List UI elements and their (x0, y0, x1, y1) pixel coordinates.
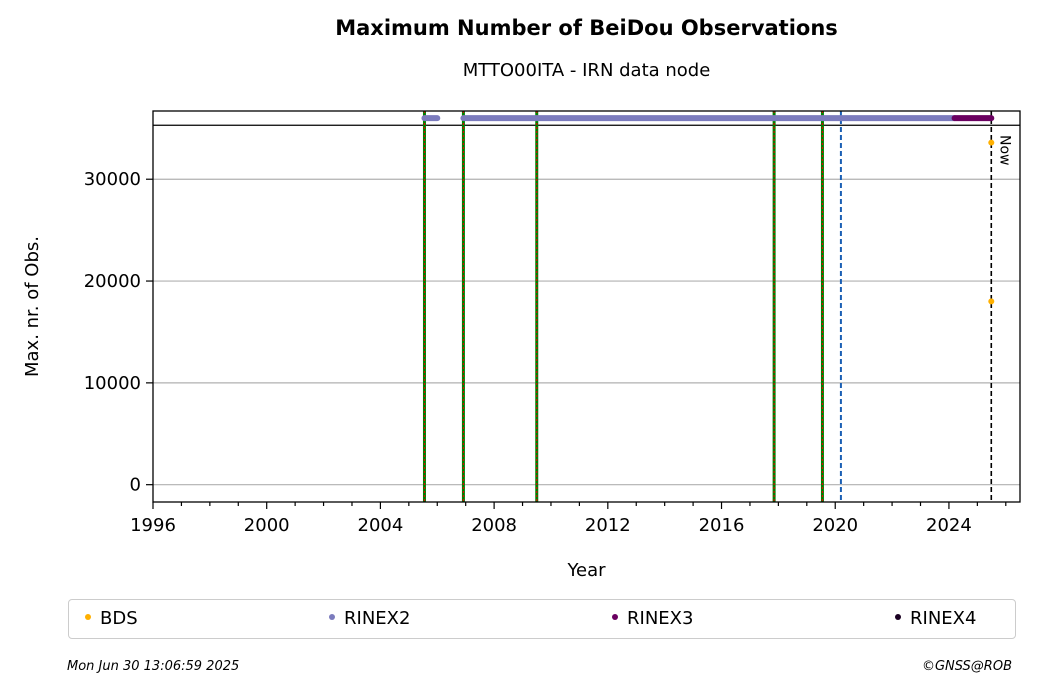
x-axis-label: Year (566, 560, 606, 581)
legend-item-bds: BDS (85, 600, 138, 638)
chart-plot: Now 1996 2000 2004 2008 2012 2016 2020 2024 0 1000… (22, 110, 1021, 581)
footer-timestamp: Mon Jun 30 13:06:59 2025 (67, 659, 240, 674)
series-point-bds (988, 298, 995, 305)
legend-marker (329, 614, 335, 620)
y-tick-label: 0 (130, 475, 141, 496)
legend-item-rinex2: RINEX2 (329, 600, 410, 638)
legend-item-rinex3: RINEX3 (612, 600, 693, 638)
y-axis-label: Max. nr. of Obs. (22, 236, 43, 377)
legend-label: RINEX3 (627, 608, 694, 629)
x-tick-label: 2024 (926, 515, 972, 536)
y-tick-label: 20000 (84, 271, 141, 292)
now-label: Now (996, 135, 1012, 166)
series-point-bds (988, 139, 995, 146)
x-tick-label: 2000 (244, 515, 290, 536)
legend-item-rinex4: RINEX4 (895, 600, 976, 638)
y-tick-label: 30000 (84, 169, 141, 190)
x-tick-label: 2012 (585, 515, 631, 536)
x-tick-label: 2008 (471, 515, 517, 536)
legend-label: BDS (100, 608, 138, 629)
x-tick-label: 2004 (358, 515, 404, 536)
chart-subtitle: MTTO00ITA - IRN data node (462, 60, 711, 81)
chart-legend: BDS RINEX2 RINEX3 RINEX4 (68, 599, 1016, 639)
legend-label: RINEX2 (344, 608, 411, 629)
plot-frame (152, 110, 1021, 503)
x-tick-label: 2016 (699, 515, 745, 536)
x-tick-label: 2020 (812, 515, 858, 536)
x-tick-label: 1996 (130, 515, 176, 536)
legend-marker (895, 614, 901, 620)
legend-label: RINEX4 (910, 608, 977, 629)
chart-title: Maximum Number of BeiDou Observations (335, 16, 838, 40)
legend-marker (612, 614, 618, 620)
footer-credit: ©GNSS@ROB (921, 659, 1012, 674)
y-tick-label: 10000 (84, 373, 141, 394)
legend-marker (85, 614, 91, 620)
